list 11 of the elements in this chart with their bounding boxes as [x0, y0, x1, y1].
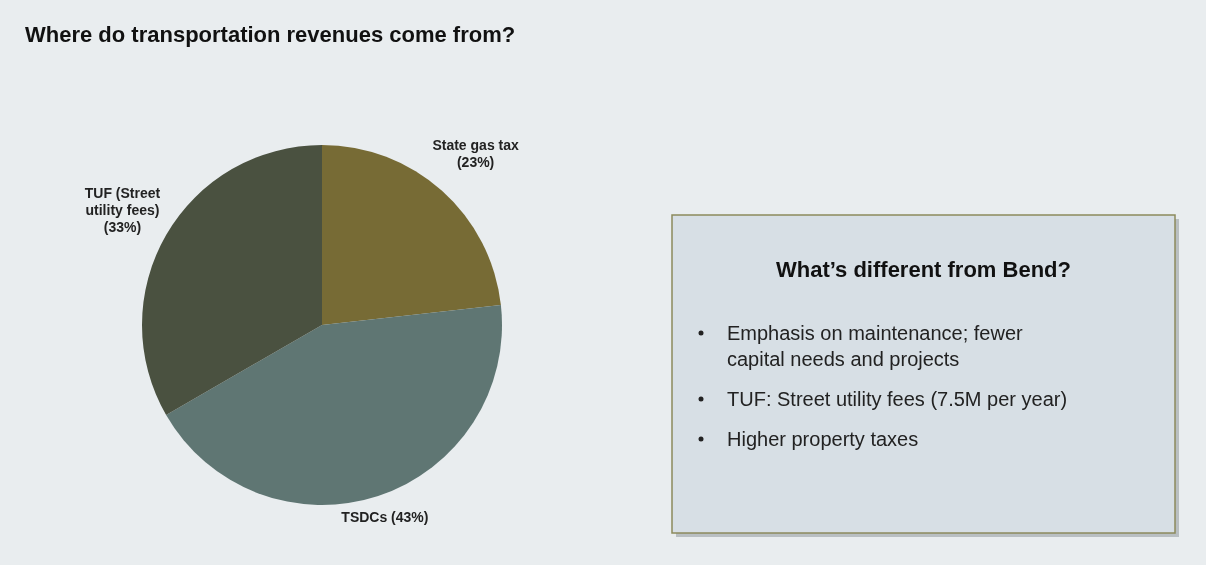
data-label: (23%) — [456, 153, 495, 170]
text: Higher property taxes — [727, 428, 919, 450]
slice-label: State gas tax — [432, 136, 520, 153]
slice-label: TSDCs (43%) — [341, 508, 429, 525]
text: What’s different from Bend? — [776, 257, 1071, 282]
text: TUF: Street utility fees (7.5M per year) — [727, 388, 1068, 410]
text: Emphasis on maintenance; fewer capital needs and projects — [727, 322, 1024, 370]
slice-label: TUF (Street utility fees) — [84, 184, 161, 218]
pie-slice — [166, 305, 502, 505]
chart-title: Where do transportation revenues come from? — [25, 22, 516, 47]
data-label: (33%) — [103, 218, 142, 235]
